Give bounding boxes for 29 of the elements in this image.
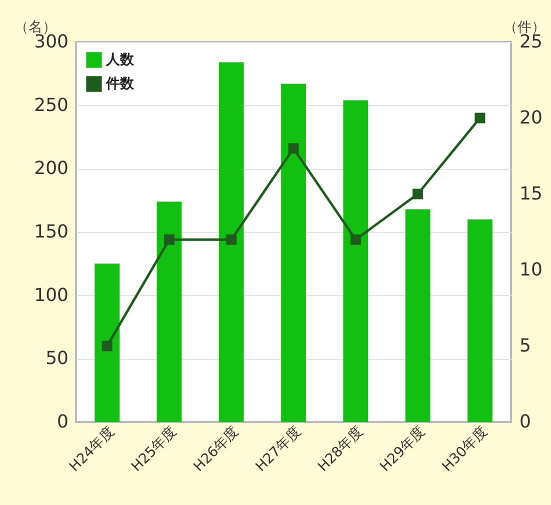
- bar: [218, 62, 244, 422]
- y-tick-label: 0: [57, 412, 68, 432]
- bar: [405, 209, 430, 422]
- legend-label: 件数: [105, 76, 135, 92]
- y-tick-label: 100: [34, 284, 68, 306]
- point: [164, 234, 174, 245]
- point: [102, 340, 112, 352]
- point: [350, 234, 361, 245]
- bar: [156, 202, 182, 422]
- bar: [343, 100, 368, 422]
- point: [226, 234, 237, 245]
- y2-tick-label: 0: [520, 412, 531, 432]
- y-tick-label: 200: [34, 158, 68, 180]
- y-tick-label: 250: [34, 94, 68, 116]
- y-tick-label: 50: [46, 348, 68, 370]
- y2-axis-title: （件）: [504, 20, 546, 36]
- y-axis-title: （名）: [14, 20, 56, 36]
- bar: [281, 84, 306, 422]
- legend-label: 人数: [105, 52, 135, 68]
- y2-tick-label: 5: [520, 336, 531, 356]
- y2-tick-label: 20: [520, 108, 542, 128]
- point: [288, 143, 299, 154]
- point: [474, 112, 486, 124]
- y2-tick-label: 15: [520, 184, 542, 204]
- y-tick-label: 150: [34, 222, 68, 242]
- point: [412, 188, 424, 200]
- bar: [468, 219, 492, 422]
- y2-tick-label: 10: [520, 260, 542, 280]
- bar: [94, 264, 120, 422]
